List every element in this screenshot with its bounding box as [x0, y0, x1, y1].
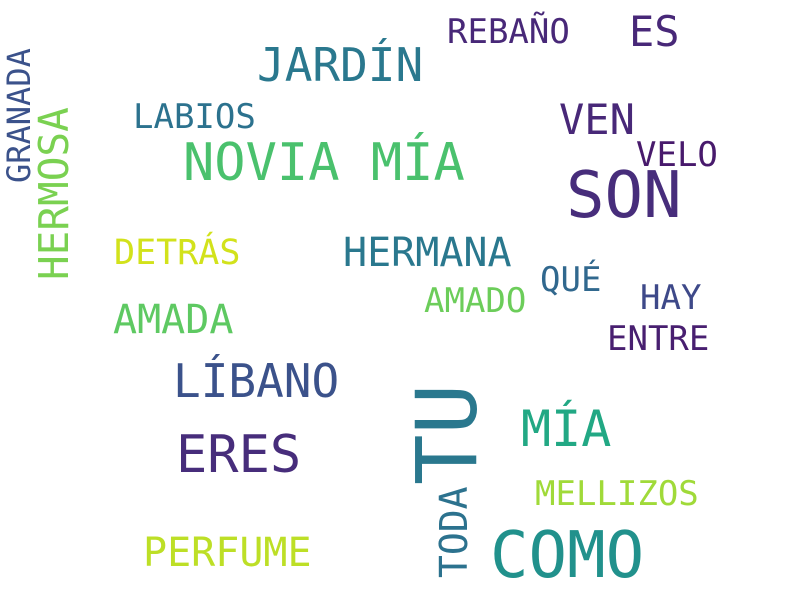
- word-rebano: REBAÑO: [447, 12, 570, 52]
- word-novia-mia: NOVIA MÍA: [183, 133, 465, 193]
- word-tu: TU: [398, 383, 496, 485]
- word-amada: AMADA: [113, 297, 234, 343]
- word-entre: ENTRE: [607, 319, 710, 359]
- word-velo: VELO: [636, 135, 718, 175]
- word-granada: GRANADA: [0, 48, 38, 183]
- word-mellizos: MELLIZOS: [535, 474, 699, 514]
- word-perfume: PERFUME: [143, 530, 312, 576]
- word-que: QUÉ: [540, 260, 602, 300]
- word-ven: VEN: [559, 95, 635, 144]
- word-amado: AMADO: [424, 281, 527, 321]
- word-hermana: HERMANA: [343, 230, 512, 276]
- word-son: SON: [566, 159, 682, 233]
- word-toda: TODA: [432, 486, 476, 578]
- word-hermosa: HERMOSA: [30, 107, 78, 280]
- word-mia: MÍA: [521, 400, 612, 458]
- word-labios: LABIOS: [133, 97, 256, 137]
- word-hay: HAY: [640, 278, 702, 318]
- word-eres: ERES: [176, 425, 302, 485]
- word-libano: LÍBANO: [173, 354, 340, 408]
- word-es: ES: [629, 7, 680, 56]
- word-jardin: JARDÍN: [257, 38, 424, 92]
- word-como: COMO: [490, 519, 645, 593]
- word-detras: DETRÁS: [114, 233, 241, 273]
